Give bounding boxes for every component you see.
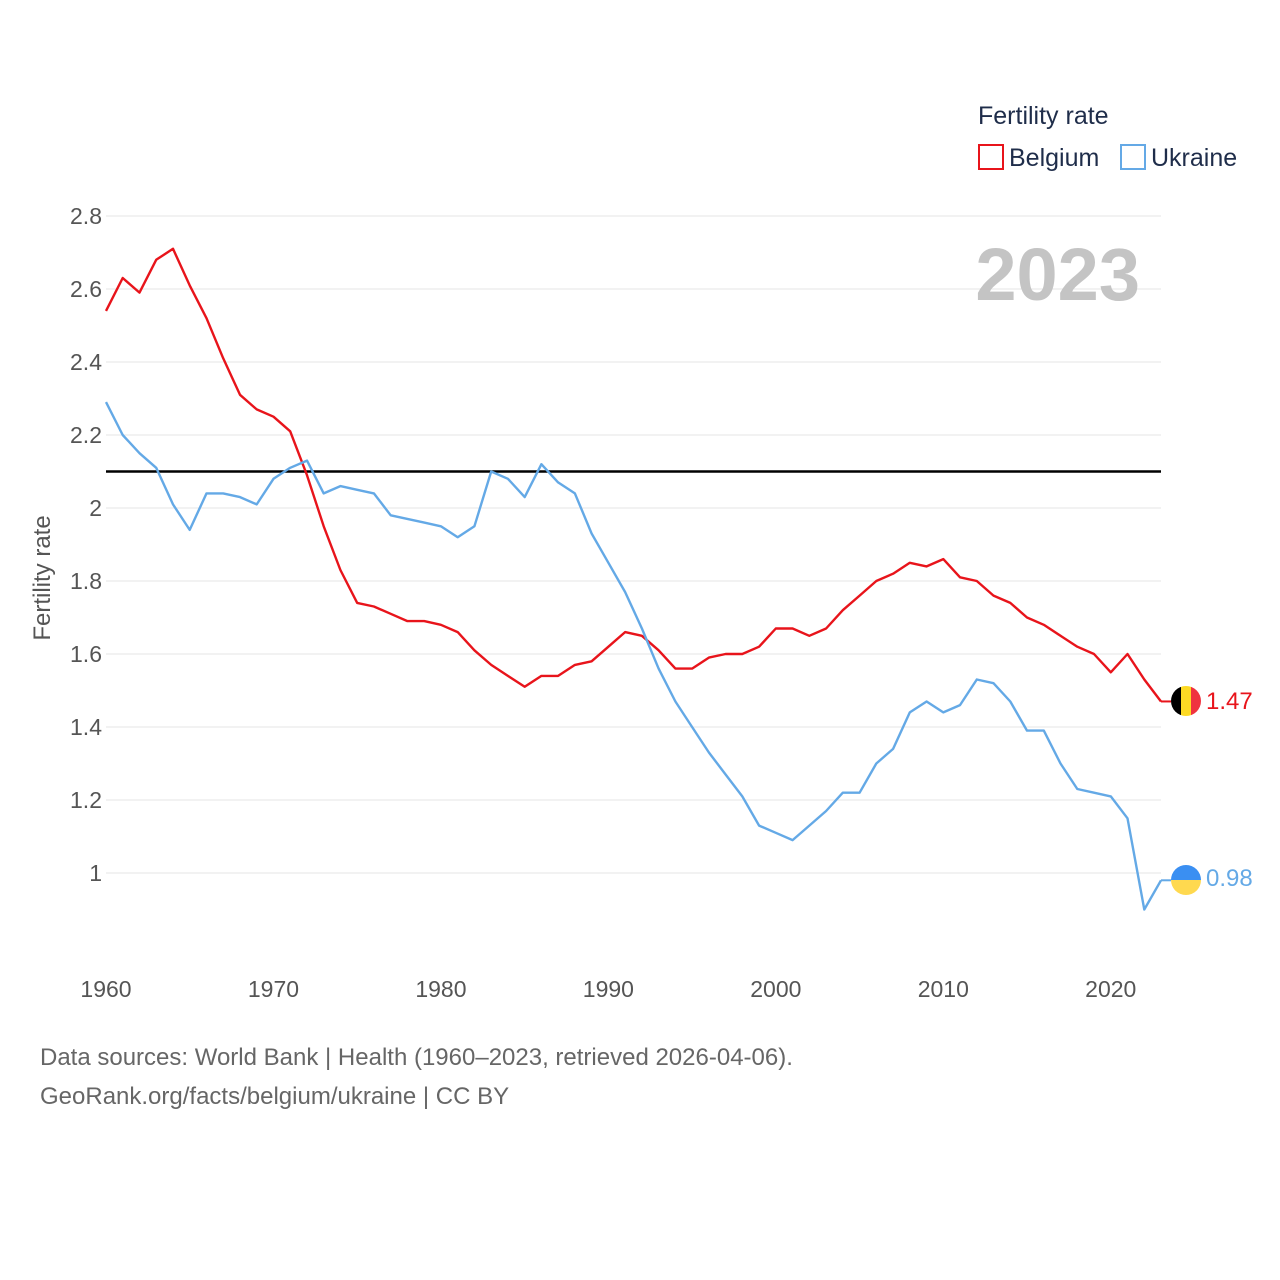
legend-label-ukraine[interactable]: Ukraine: [1151, 144, 1237, 172]
x-tick-label: 1980: [415, 976, 466, 1002]
x-tick-label: 2000: [750, 976, 801, 1002]
y-tick-label: 2.4: [70, 349, 102, 375]
y-tick-label: 2.8: [70, 203, 102, 229]
legend-title: Fertility rate: [978, 102, 1109, 130]
series-line-belgium[interactable]: [104, 247, 1162, 703]
year-label: 2023: [975, 233, 1140, 316]
y-axis-ticks: 1 1.2 1.4 1.6 1.8 2 2.2 2.4 2.6 2.8: [70, 203, 102, 886]
x-tick-label: 1990: [583, 976, 634, 1002]
y-tick-label: 2.2: [70, 422, 102, 448]
x-tick-label: 2010: [918, 976, 969, 1002]
legend-swatch-ukraine: [1120, 144, 1146, 170]
y-tick-label: 2.6: [70, 276, 102, 302]
x-axis-ticks: 1960 1970 1980 1990 2000 2010 2020: [80, 976, 1136, 1002]
end-value-ukraine: 0.98: [1206, 865, 1253, 892]
grid: [106, 215, 1161, 874]
belgium-flag-icon: [1171, 686, 1201, 716]
y-tick-label: 2: [89, 495, 102, 521]
series-line-ukraine[interactable]: [104, 401, 1163, 911]
x-tick-label: 1960: [80, 976, 131, 1002]
source-line-1: Data sources: World Bank | Health (1960–…: [40, 1044, 793, 1071]
y-tick-label: 1.2: [70, 787, 102, 813]
end-value-belgium: 1.47: [1206, 688, 1253, 715]
y-axis-label: Fertility rate: [29, 515, 56, 640]
source-line-2[interactable]: GeoRank.org/facts/belgium/ukraine | CC B…: [40, 1083, 510, 1110]
x-tick-label: 2020: [1085, 976, 1136, 1002]
y-tick-label: 1.8: [70, 568, 102, 594]
y-tick-label: 1.4: [70, 714, 102, 740]
x-tick-label: 1970: [248, 976, 299, 1002]
ukraine-flag-icon: [1171, 865, 1201, 895]
legend-label-belgium[interactable]: Belgium: [1009, 144, 1099, 172]
y-tick-label: 1: [89, 860, 102, 886]
legend-swatch-belgium: [978, 144, 1004, 170]
y-tick-label: 1.6: [70, 641, 102, 667]
